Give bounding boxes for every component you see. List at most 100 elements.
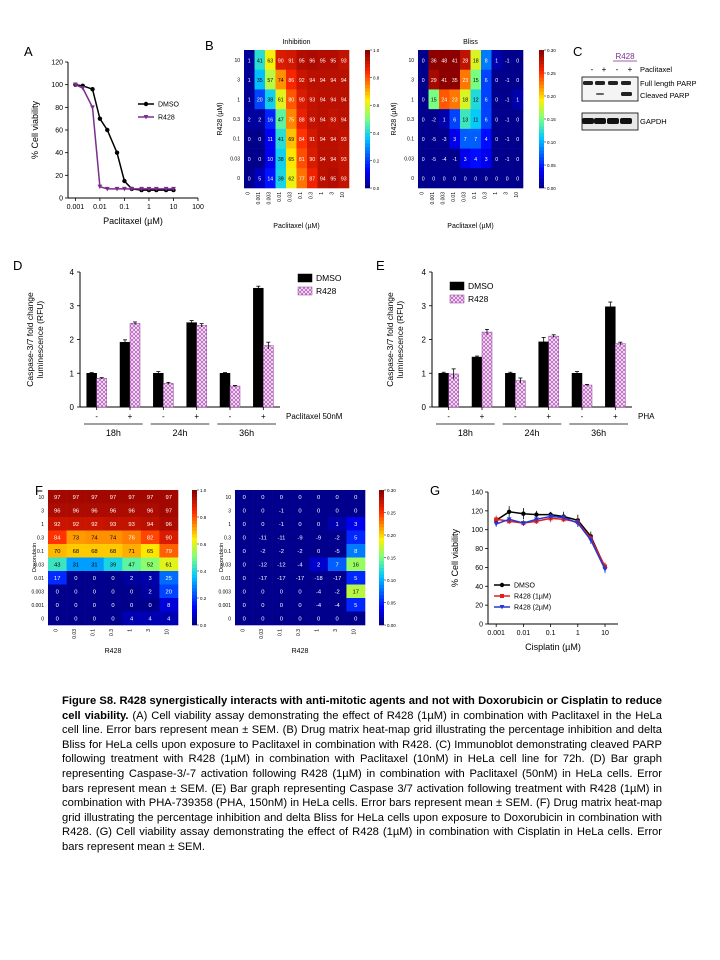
heatmap-cell bbox=[502, 69, 513, 90]
heatmap-cell-value: 94 bbox=[309, 78, 315, 84]
sign-label: - bbox=[447, 412, 450, 421]
heatmap-cell bbox=[309, 490, 329, 504]
y-tick-label: 120 bbox=[471, 508, 483, 515]
heatmap-cell-value: 24 bbox=[441, 98, 447, 104]
heatmap-cell-value: 76 bbox=[128, 536, 134, 542]
heatmap-cell bbox=[275, 109, 287, 130]
heatmap-cell bbox=[103, 584, 123, 599]
heatmap-cell-value: 70 bbox=[54, 549, 60, 555]
heatmap-cell-value: 39 bbox=[278, 177, 284, 183]
heatmap-cell-value: 11 bbox=[473, 117, 478, 123]
heatmap-title: Inhibition bbox=[282, 39, 310, 46]
panel-label-b: B bbox=[205, 38, 214, 53]
heatmap-cell-value: 17 bbox=[54, 576, 60, 582]
colorbar-segment bbox=[379, 540, 384, 545]
heatmap-cell-value: 1 bbox=[248, 98, 251, 104]
colorbar-segment bbox=[539, 74, 544, 78]
heatmap-cell-value: 65 bbox=[147, 549, 153, 555]
bar bbox=[605, 306, 616, 408]
heatmap-cell-value: 95 bbox=[330, 58, 336, 64]
colorbar-segment bbox=[379, 547, 384, 552]
heatmap-cell bbox=[286, 168, 297, 189]
heatmap-cell bbox=[439, 128, 450, 149]
colorbar-segment bbox=[379, 581, 384, 585]
heatmap-cell-value: 0 bbox=[280, 590, 283, 596]
data-point bbox=[114, 186, 120, 192]
data-point bbox=[561, 515, 566, 520]
x-tick-label: 0 bbox=[53, 629, 59, 632]
sign-label: + bbox=[194, 412, 199, 421]
colorbar-segment bbox=[539, 115, 544, 120]
colorbar-segment bbox=[379, 493, 384, 498]
panel-a-viability-chart: 0 20 40 60 80 100 120 0.001 0.01 0.1 1 10 100 Paclita… bbox=[30, 60, 204, 227]
colorbar-segment bbox=[192, 621, 197, 626]
heatmap-cell-value: 12 bbox=[473, 98, 479, 104]
heatmap-cell-value: 3 bbox=[464, 157, 467, 163]
heatmap-cell bbox=[428, 168, 440, 189]
heatmap-cell bbox=[275, 69, 287, 90]
heatmap-cell-value: 18 bbox=[473, 58, 479, 64]
heatmap-cell-value: 69 bbox=[288, 137, 294, 143]
heatmap-y-axis-label: Doxorubicin bbox=[32, 543, 38, 572]
heatmap-cell-value: -1 bbox=[505, 157, 510, 163]
heatmap-cell bbox=[286, 89, 297, 110]
y-tick-label: 40 bbox=[475, 584, 483, 591]
heatmap-cell bbox=[140, 571, 160, 585]
heatmap-cell-value: 93 bbox=[341, 137, 347, 143]
heatmap-cell-value: 74 bbox=[278, 78, 284, 84]
heatmap-cell bbox=[85, 598, 105, 612]
heatmap-cell-value: 0 bbox=[317, 495, 320, 501]
legend-swatch bbox=[297, 273, 313, 283]
heatmap-cell-value: 0 bbox=[453, 177, 456, 183]
heatmap-cell bbox=[48, 490, 67, 504]
heatmap-cell bbox=[254, 109, 266, 130]
bar bbox=[263, 345, 274, 408]
bar bbox=[538, 341, 549, 408]
y-tick-label: 2 bbox=[422, 336, 427, 345]
x-tick-label: 0.01 bbox=[451, 192, 457, 202]
bar bbox=[96, 378, 107, 408]
heatmap-cell-value: 82 bbox=[147, 536, 153, 542]
colorbar-tick-label: 0.30 bbox=[547, 48, 556, 53]
heatmap-cell-value: 6 bbox=[485, 117, 488, 123]
y-tick-label: 0.001 bbox=[31, 603, 44, 609]
data-point bbox=[122, 178, 127, 184]
colorbar-segment bbox=[192, 614, 197, 619]
heatmap-cell-value: 96 bbox=[110, 509, 116, 515]
heatmap-cell-value: 68 bbox=[91, 549, 97, 555]
heatmap-cell bbox=[317, 109, 329, 130]
heatmap-cell bbox=[272, 490, 292, 504]
heatmap-cell bbox=[439, 148, 450, 169]
bar bbox=[153, 373, 164, 408]
heatmap-cell bbox=[272, 598, 292, 612]
heatmap-cell-value: 74 bbox=[110, 536, 117, 542]
heatmap-cell-value: 10 bbox=[267, 157, 273, 163]
heatmap-cell bbox=[502, 89, 513, 110]
heatmap-cell-value: 41 bbox=[441, 78, 447, 84]
heatmap-cell bbox=[286, 128, 297, 149]
heatmap-cell bbox=[491, 168, 503, 189]
heatmap-cell bbox=[275, 89, 287, 110]
heatmap-cell bbox=[481, 50, 492, 71]
y-tick-label: 3 bbox=[228, 508, 231, 514]
heatmap-cell-value: 95 bbox=[330, 177, 336, 183]
colorbar-segment bbox=[192, 560, 197, 565]
heatmap-cell-value: 96 bbox=[165, 522, 171, 528]
heatmap-cell bbox=[290, 530, 310, 545]
y-axis-label-line: luminescence (RFU) bbox=[35, 301, 45, 379]
heatmap-cell bbox=[48, 557, 67, 572]
heatmap-cell-value: 0 bbox=[516, 137, 519, 143]
y-tick-label: 10 bbox=[38, 495, 44, 501]
y-tick-label: 4 bbox=[70, 268, 75, 277]
colorbar-segment bbox=[539, 136, 544, 140]
heatmap-cell bbox=[235, 571, 254, 585]
heatmap-cell bbox=[48, 530, 67, 545]
heatmap-cell bbox=[428, 50, 440, 71]
heatmap-cell bbox=[290, 517, 310, 531]
heatmap-cell bbox=[439, 109, 450, 130]
colorbar-segment bbox=[379, 621, 384, 626]
y-tick-label: 3 bbox=[422, 302, 427, 311]
colorbar-segment bbox=[539, 139, 544, 144]
heatmap-cell-value: 4 bbox=[474, 157, 477, 163]
